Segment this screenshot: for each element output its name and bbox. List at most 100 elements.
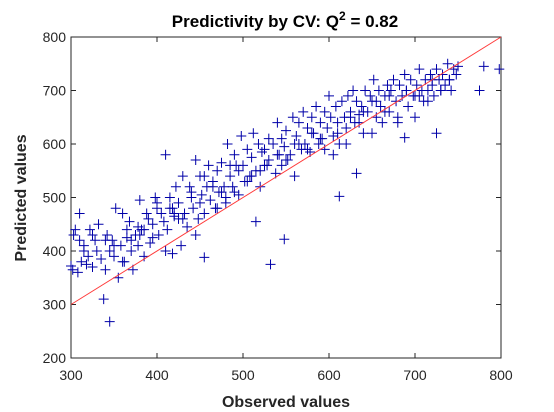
data-point bbox=[84, 224, 95, 235]
data-point bbox=[392, 117, 403, 128]
data-point bbox=[98, 294, 109, 305]
data-point bbox=[76, 256, 87, 267]
data-point bbox=[121, 224, 132, 235]
data-point bbox=[368, 74, 379, 85]
data-point bbox=[255, 165, 266, 176]
data-point bbox=[87, 262, 98, 273]
data-point bbox=[311, 101, 322, 112]
data-point bbox=[242, 176, 253, 187]
x-tick-label: 400 bbox=[145, 367, 169, 383]
data-point bbox=[246, 171, 257, 182]
data-point bbox=[351, 96, 362, 107]
data-point bbox=[182, 221, 193, 232]
data-point bbox=[428, 90, 439, 101]
data-point bbox=[298, 106, 309, 117]
data-point bbox=[147, 219, 158, 230]
data-point bbox=[384, 90, 395, 101]
data-point bbox=[100, 264, 111, 275]
y-axis-label: Predicted values bbox=[13, 134, 30, 261]
data-point bbox=[401, 85, 412, 96]
data-point bbox=[259, 160, 270, 171]
data-point bbox=[358, 106, 369, 117]
data-point bbox=[325, 112, 336, 123]
data-point bbox=[156, 208, 167, 219]
x-tick-label: 600 bbox=[317, 367, 341, 383]
data-point bbox=[263, 155, 274, 166]
data-point bbox=[68, 229, 79, 240]
data-point bbox=[336, 96, 347, 107]
data-point bbox=[233, 189, 244, 200]
data-point bbox=[281, 125, 291, 136]
data-point bbox=[78, 246, 89, 256]
data-point bbox=[322, 122, 333, 133]
data-point bbox=[190, 155, 201, 166]
data-point bbox=[276, 160, 287, 171]
data-point bbox=[358, 128, 369, 139]
data-point bbox=[170, 181, 181, 192]
data-point bbox=[440, 80, 451, 91]
data-point bbox=[442, 58, 453, 69]
data-point bbox=[246, 152, 257, 163]
axis-ticks bbox=[70, 36, 502, 359]
data-point bbox=[100, 235, 111, 246]
data-point bbox=[162, 224, 173, 235]
data-point bbox=[425, 69, 436, 80]
data-point bbox=[212, 165, 223, 176]
data-point bbox=[345, 112, 356, 123]
y-tick-labels: 200 300 400 500 600 700 800 bbox=[43, 29, 67, 366]
data-point bbox=[70, 224, 81, 235]
data-point bbox=[474, 85, 485, 96]
data-point bbox=[276, 133, 287, 144]
data-point bbox=[145, 237, 156, 248]
data-point bbox=[287, 112, 298, 123]
data-point bbox=[268, 139, 279, 149]
data-point bbox=[263, 133, 274, 144]
y-tick-label: 400 bbox=[43, 243, 67, 259]
data-point bbox=[399, 132, 410, 143]
y-tick-label: 500 bbox=[43, 190, 67, 206]
data-point bbox=[74, 235, 85, 246]
data-point bbox=[133, 240, 144, 251]
data-point bbox=[160, 246, 171, 256]
data-point bbox=[203, 160, 214, 171]
data-point bbox=[272, 117, 283, 128]
data-point bbox=[104, 246, 115, 256]
chart-title-main: Predictivity by CV: Q bbox=[172, 12, 339, 31]
x-tick-label: 300 bbox=[59, 367, 83, 383]
data-point bbox=[186, 192, 197, 203]
data-point bbox=[102, 229, 113, 240]
data-point bbox=[143, 213, 154, 224]
data-point bbox=[334, 191, 345, 202]
data-point bbox=[281, 155, 291, 166]
data-point bbox=[205, 195, 216, 206]
data-point bbox=[313, 139, 324, 149]
data-point bbox=[212, 203, 223, 214]
data-point bbox=[158, 216, 169, 227]
data-point bbox=[193, 213, 204, 224]
data-point bbox=[117, 208, 128, 219]
data-point bbox=[397, 90, 408, 101]
data-point bbox=[391, 96, 402, 107]
data-point bbox=[289, 171, 300, 182]
data-point bbox=[93, 219, 104, 230]
data-point bbox=[134, 195, 145, 206]
data-point bbox=[422, 96, 433, 107]
data-point bbox=[173, 197, 184, 208]
data-point bbox=[124, 216, 135, 227]
data-point bbox=[190, 229, 201, 240]
data-point bbox=[83, 251, 94, 262]
data-point bbox=[315, 133, 326, 144]
data-point bbox=[87, 229, 98, 240]
data-point bbox=[90, 235, 101, 246]
data-point bbox=[216, 157, 227, 168]
data-point bbox=[422, 85, 433, 96]
data-point bbox=[431, 128, 442, 139]
data-point bbox=[306, 112, 317, 123]
data-point bbox=[233, 165, 244, 176]
plot-area bbox=[66, 36, 505, 359]
data-point bbox=[371, 112, 382, 123]
data-point bbox=[126, 235, 137, 246]
data-point bbox=[375, 101, 386, 112]
data-point bbox=[373, 85, 384, 96]
